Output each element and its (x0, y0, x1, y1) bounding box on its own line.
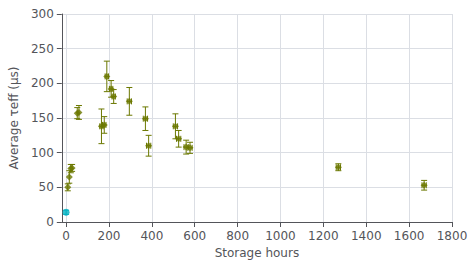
svg-text:300: 300 (31, 7, 54, 21)
svg-text:100: 100 (31, 146, 54, 160)
svg-text:400: 400 (140, 229, 163, 243)
svg-text:1000: 1000 (265, 229, 296, 243)
svg-text:1800: 1800 (437, 229, 468, 243)
svg-text:150: 150 (31, 111, 54, 125)
svg-text:800: 800 (226, 229, 249, 243)
svg-text:1600: 1600 (394, 229, 425, 243)
svg-text:1200: 1200 (308, 229, 339, 243)
svg-text:1400: 1400 (351, 229, 382, 243)
svg-text:250: 250 (31, 42, 54, 56)
svg-text:Storage hours: Storage hours (215, 246, 300, 260)
svg-text:200: 200 (31, 76, 54, 90)
svg-text:0: 0 (62, 229, 70, 243)
svg-text:50: 50 (39, 180, 54, 194)
svg-text:200: 200 (98, 229, 121, 243)
svg-text:Average τeff (μs): Average τeff (μs) (7, 66, 21, 169)
svg-text:600: 600 (183, 229, 206, 243)
svg-text:0: 0 (46, 215, 54, 229)
